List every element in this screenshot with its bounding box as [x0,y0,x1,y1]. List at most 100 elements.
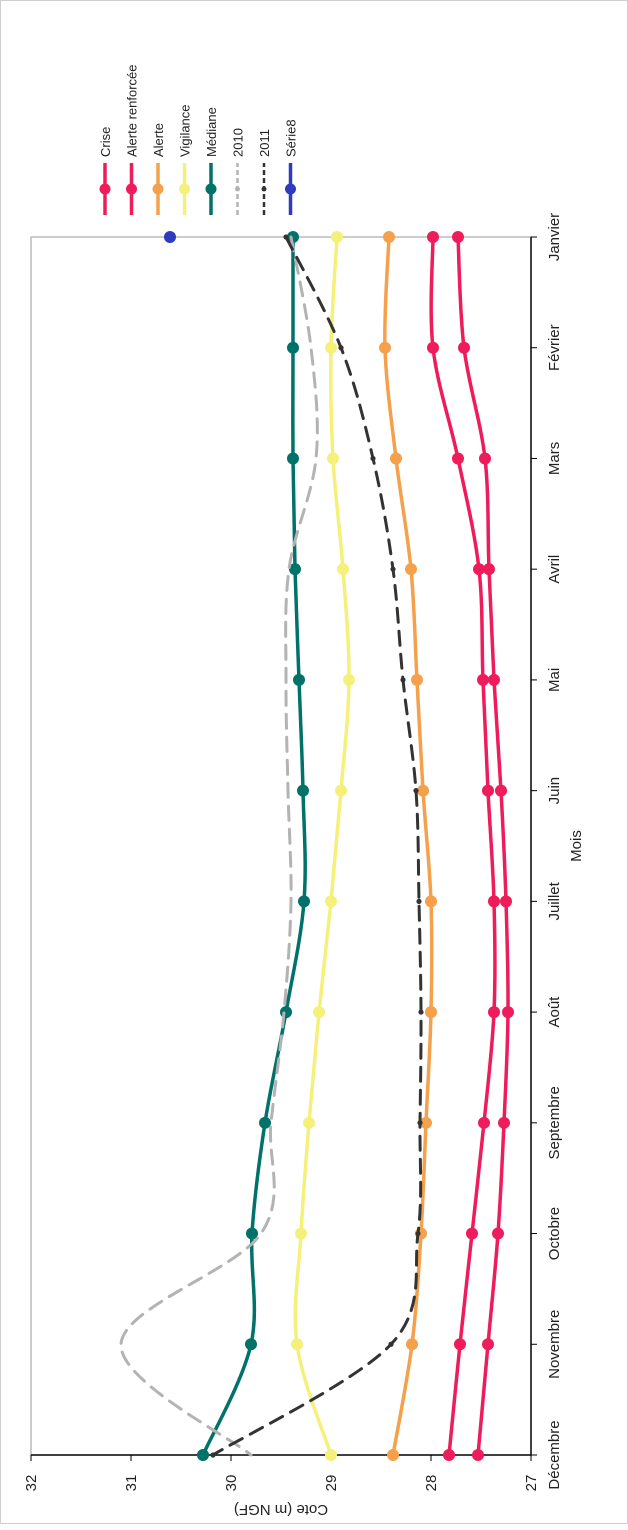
data-point [427,231,439,243]
legend-label: Alerte [151,123,166,157]
legend-label: Alerte renforcée [125,65,140,158]
data-point [331,231,343,243]
data-point [420,1116,432,1129]
data-point [477,673,489,686]
data-point [454,1338,466,1351]
data-point [337,563,349,576]
axes: 27 28 29 30 31 32 Janvier Février Mars Avril Mai Ju… [23,213,563,1492]
data-point [500,895,512,908]
data-point [245,1338,257,1351]
data-point [287,341,299,354]
data-point [495,784,507,797]
data-point [297,784,309,797]
data-point [458,341,470,354]
legend-swatch-marker [285,183,296,195]
data-point [293,673,305,686]
data-point [482,1338,494,1351]
series-0 [452,231,514,1461]
category-tick-label: Janvier [546,213,563,261]
data-point [313,1006,325,1019]
category-tick-label: Juin [546,777,563,805]
series-layer [119,231,514,1461]
series-1 [427,231,500,1461]
y-axis-label: Cote (m NGF) [234,1501,328,1518]
legend-item: 2010 [231,128,246,215]
legend-swatch-marker [152,183,164,195]
data-point [303,1116,315,1129]
value-tick-label: 27 [523,1475,540,1492]
data-point [472,1449,484,1461]
data-point [246,1227,258,1240]
legend-label: 2010 [231,128,246,157]
category-tick-label: Septembre [546,1086,563,1159]
data-point [400,677,406,683]
series-line [429,235,497,1457]
category-tick-label: Octobre [546,1207,563,1260]
data-point [338,345,344,351]
data-point [413,788,419,794]
data-point [452,452,464,465]
legend-swatch-marker [99,183,111,195]
data-point [466,1227,478,1240]
data-point [325,895,337,908]
data-point [343,673,355,686]
data-point [283,234,289,240]
category-tick-label: Décembre [546,1420,563,1489]
data-point [405,563,417,576]
data-point [287,452,299,465]
data-point [443,1449,455,1461]
series-7 [164,231,176,243]
data-point [425,895,437,908]
value-tick-label: 30 [223,1475,240,1492]
data-point [280,1006,292,1019]
value-tick-label: 31 [123,1475,140,1492]
series-3 [291,231,355,1461]
data-point [387,1449,399,1461]
data-point [479,452,491,465]
data-point [502,1006,514,1019]
legend-swatch-marker [261,186,267,192]
series-4 [197,231,310,1461]
value-tick-label: 29 [323,1475,340,1492]
legend-swatch-marker [235,186,240,192]
data-point [406,1338,418,1351]
data-point [197,1449,209,1461]
plot-area [30,236,532,1456]
legend-label: Médiane [204,107,219,157]
category-tick-label: Novembre [546,1310,563,1379]
data-point [482,784,494,797]
data-point [425,1006,437,1019]
data-point [295,1227,307,1240]
series-line [211,235,423,1457]
data-point [473,563,485,576]
legend-swatch-marker [126,183,137,195]
series-line [293,235,351,1457]
legend-label: Crise [98,127,113,157]
data-point [287,231,299,243]
data-point [498,1116,510,1129]
series-line [201,235,307,1457]
legend-item: Alerte renforcée [125,65,140,215]
data-point [416,898,422,904]
series-line [383,235,434,1457]
data-point [452,231,464,243]
value-tick-label: 32 [23,1475,40,1492]
data-point [164,231,176,243]
legend-item: Série8 [284,119,299,215]
category-tick-label: Août [546,996,563,1028]
data-point [298,895,310,908]
legend-item: Crise [98,127,113,215]
data-point [417,784,429,797]
data-point [327,452,339,465]
value-tick-label: 28 [423,1475,440,1492]
data-point [417,1120,423,1126]
legend-label: Vigilance [178,104,193,157]
data-point [483,563,495,576]
legend-item: Alerte [151,123,166,215]
legend-label: Série8 [284,119,299,157]
data-point [335,784,347,797]
legend-item: 2011 [257,129,272,215]
data-point [390,452,402,465]
category-tick-label: Mars [546,442,563,475]
